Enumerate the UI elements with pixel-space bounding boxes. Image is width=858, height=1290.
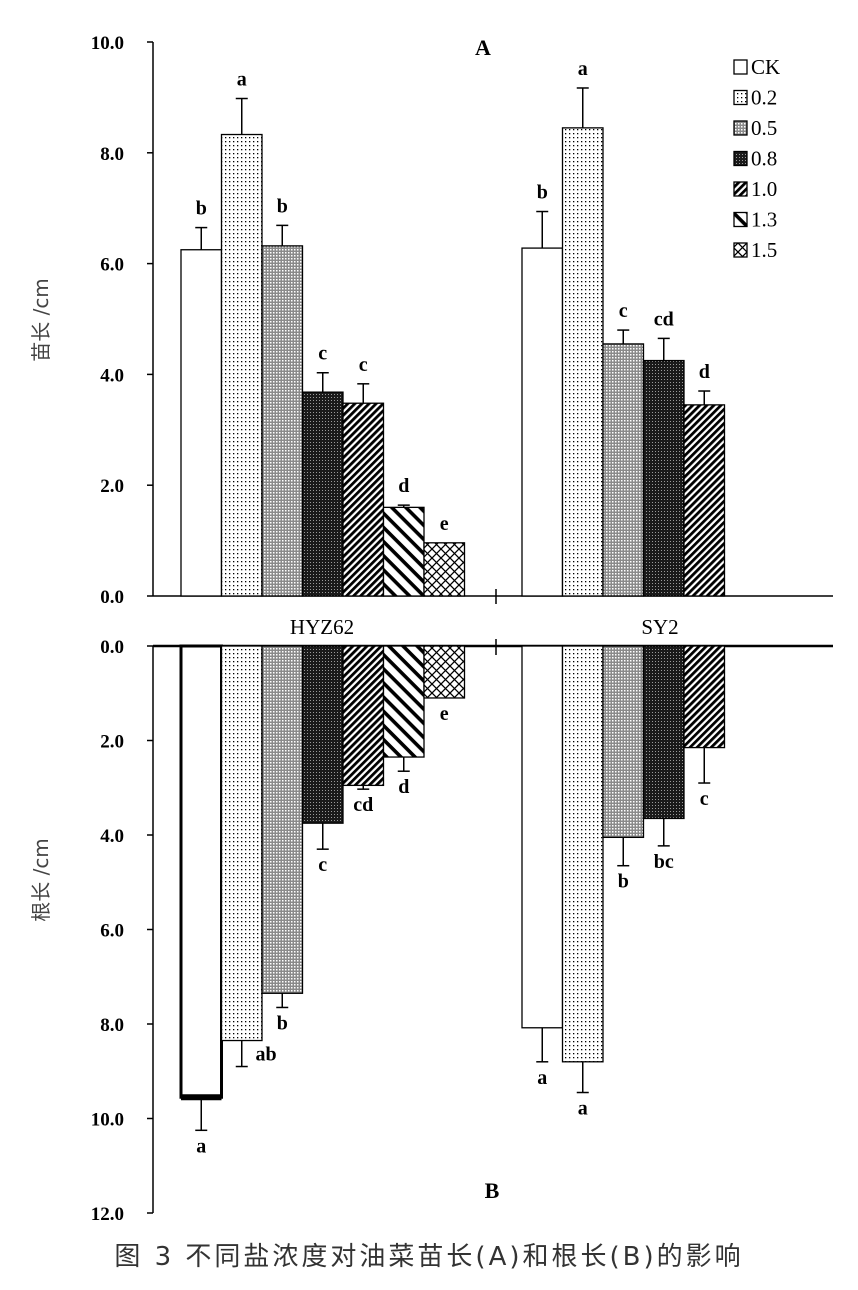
bar-a-hyz62-1-0: [342, 402, 385, 597]
bar-b-hyz62-1-0: [342, 645, 385, 787]
tick-label-a: 4.0: [100, 365, 124, 386]
significance-label-a: b: [277, 195, 288, 217]
tick-label-b: 12.0: [91, 1204, 124, 1225]
y-ticks-b: 0.0 2.0 4.0 6.0 8.0 10.0 12.0: [91, 637, 153, 1225]
legend-swatch-0-2: [733, 89, 748, 106]
legend-swatch-1-5: [733, 242, 748, 258]
legend-swatch-1-0: [733, 181, 748, 197]
tick-label-a: 6.0: [100, 255, 124, 276]
significance-label-a: cd: [654, 308, 674, 330]
significance-label-b: a: [537, 1067, 547, 1089]
group-label-sy2: SY2: [641, 615, 678, 639]
legend-swatch-0-5: [733, 120, 748, 136]
significance-label-b: c: [700, 788, 709, 810]
legend-label-0-5: 0.5: [751, 116, 777, 140]
significance-label-a: a: [578, 58, 588, 80]
legend-label-0-2: 0.2: [751, 86, 777, 110]
legend: CK 0.2 0.5 0.8 1.0 1.3 1.5: [733, 55, 780, 262]
bar-b-sy2-0-8: [642, 645, 685, 820]
figure-caption: 图 3 不同盐浓度对油菜苗长(A)和根长(B)的影响: [114, 1242, 744, 1272]
legend-swatch-0-8: [733, 150, 748, 167]
significance-label-a: c: [318, 343, 327, 365]
significance-label-b: e: [440, 703, 449, 725]
significance-label-b: b: [618, 871, 629, 893]
bar-b-hyz62-0-8: [301, 645, 344, 824]
legend-swatch-ck: [733, 59, 748, 75]
significance-label-b: b: [277, 1012, 288, 1034]
tick-label-b: 10.0: [91, 1110, 124, 1131]
legend-label-1-0: 1.0: [751, 177, 777, 201]
bar-b-hyz62-ck: [179, 644, 223, 1099]
legend-label-1-5: 1.5: [751, 238, 777, 262]
chart: 0.0 2.0 4.0 6.0 8.0 10.0 0.0 2.0 4.0 6.0 8.0 10.0 1…: [29, 33, 833, 1225]
legend-label-1-3: 1.3: [751, 208, 777, 232]
significance-label-b: a: [578, 1098, 588, 1120]
bar-a-sy2-1-0: [683, 404, 726, 597]
tick-label-b: 6.0: [100, 921, 124, 942]
significance-label-b: c: [318, 854, 327, 876]
bar-a-sy2-ck: [521, 247, 564, 597]
significance-label-b: cd: [353, 794, 373, 816]
significance-label-a: c: [619, 300, 628, 322]
legend-label-ck: CK: [751, 55, 780, 79]
bar-a-hyz62-ck: [180, 249, 223, 597]
legend-label-0-8: 0.8: [751, 147, 777, 171]
bar-a-sy2-0-8: [642, 359, 685, 597]
significance-label-a: b: [196, 198, 207, 220]
bar-a-sy2-0-2: [561, 127, 604, 597]
bar-b-hyz62-0-5: [261, 645, 304, 994]
y-axis-label-b: 根长 /cm: [29, 838, 53, 922]
bar-a-hyz62-0-8: [301, 391, 344, 597]
tick-label-a: 2.0: [100, 476, 124, 497]
bar-a-hyz62-1-3: [382, 506, 425, 597]
tick-label-b: 2.0: [100, 732, 124, 753]
significance-label-b: d: [398, 776, 409, 798]
y-axis-label-a: 苗长 /cm: [29, 278, 53, 362]
significance-label-a: d: [398, 475, 409, 497]
tick-label-b: 0.0: [100, 637, 124, 658]
bar-a-hyz62-0-5: [261, 245, 304, 597]
significance-label-b: bc: [654, 851, 674, 873]
bar-b-sy2-1-0: [683, 645, 726, 749]
group-label-hyz62: HYZ62: [290, 615, 354, 639]
tick-label-b: 8.0: [100, 1015, 124, 1036]
bar-b-sy2-0-2: [561, 645, 604, 1063]
significance-label-a: b: [537, 182, 548, 204]
bar-a-hyz62-1-5: [423, 542, 466, 597]
significance-label-a: c: [359, 354, 368, 376]
bar-a-hyz62-0-2: [220, 133, 263, 597]
tick-label-b: 4.0: [100, 826, 124, 847]
significance-label-a: a: [237, 69, 247, 91]
panel-label-b: B: [485, 1178, 500, 1203]
legend-swatch-1-3: [733, 211, 748, 228]
panel-label-a: A: [475, 35, 491, 60]
significance-label-a: e: [440, 513, 449, 535]
tick-label-a: 0.0: [100, 587, 124, 608]
tick-label-a: 8.0: [100, 144, 124, 165]
significance-label-a: d: [699, 361, 710, 383]
bar-a-sy2-0-5: [602, 343, 645, 597]
bar-b-hyz62-1-3: [382, 645, 425, 758]
significance-label-b: a: [196, 1135, 206, 1157]
y-ticks-a: 0.0 2.0 4.0 6.0 8.0 10.0: [91, 33, 153, 608]
bar-b-hyz62-0-2: [220, 645, 263, 1042]
bar-b-sy2-0-5: [602, 645, 645, 839]
bar-b-sy2-ck: [521, 645, 564, 1029]
bar-b-hyz62-1-5: [423, 645, 466, 699]
tick-label-a: 10.0: [91, 33, 124, 54]
significance-label-b: ab: [255, 1044, 276, 1066]
